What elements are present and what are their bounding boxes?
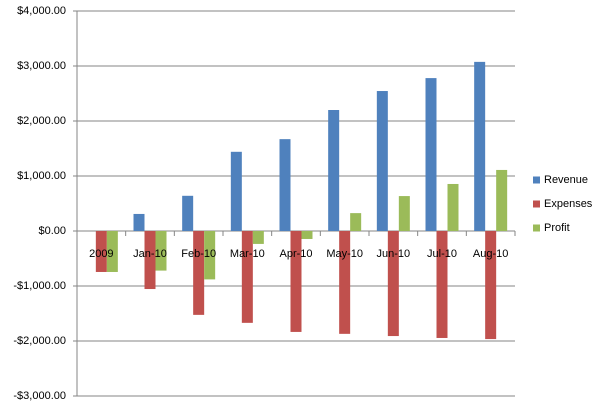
y-tick-label: $1,000.00 xyxy=(17,170,66,182)
y-tick-label: $4,000.00 xyxy=(17,5,66,17)
bar xyxy=(241,231,253,323)
bar xyxy=(376,91,388,232)
y-tick-label: -$1,000.00 xyxy=(13,280,66,292)
x-tick-label: Mar-10 xyxy=(230,248,265,260)
x-tick-label: May-10 xyxy=(326,248,363,260)
bar xyxy=(339,231,351,334)
bar xyxy=(144,231,156,290)
x-tick-label: Jun-10 xyxy=(377,248,411,260)
bar xyxy=(290,231,302,332)
bar xyxy=(425,78,437,231)
x-tick-label: 2009 xyxy=(89,248,113,260)
legend-swatch xyxy=(533,200,540,208)
bar xyxy=(182,195,194,231)
x-tick-label: Apr-10 xyxy=(279,248,312,260)
bar xyxy=(496,169,508,231)
bar xyxy=(230,151,242,231)
legend-label: Profit xyxy=(544,222,570,234)
y-tick-label: $0.00 xyxy=(38,225,66,237)
bar xyxy=(95,231,107,272)
bar xyxy=(193,231,205,315)
bar xyxy=(301,231,313,239)
legend-swatch xyxy=(533,176,540,184)
bar xyxy=(204,231,216,280)
bar xyxy=(106,231,118,272)
y-tick-label: $2,000.00 xyxy=(17,115,66,127)
bar xyxy=(133,213,145,231)
bar xyxy=(447,183,459,231)
legend-swatch xyxy=(533,224,540,232)
bar xyxy=(474,61,486,231)
x-tick-label: Jul-10 xyxy=(427,248,457,260)
y-tick-label: -$3,000.00 xyxy=(13,390,66,402)
x-tick-label: Feb-10 xyxy=(181,248,216,260)
bar xyxy=(328,110,340,231)
bar xyxy=(398,196,410,231)
bar xyxy=(436,231,448,338)
bar xyxy=(387,231,399,337)
bar xyxy=(252,231,264,244)
bar xyxy=(279,139,291,231)
legend-label: Revenue xyxy=(544,174,588,186)
y-tick-label: -$2,000.00 xyxy=(13,335,66,347)
bar xyxy=(155,231,167,271)
bar xyxy=(485,231,497,340)
legend-label: Expenses xyxy=(544,198,593,210)
bar xyxy=(350,213,362,231)
x-tick-label: Aug-10 xyxy=(473,248,508,260)
x-tick-label: Jan-10 xyxy=(133,248,167,260)
y-tick-label: $3,000.00 xyxy=(17,60,66,72)
